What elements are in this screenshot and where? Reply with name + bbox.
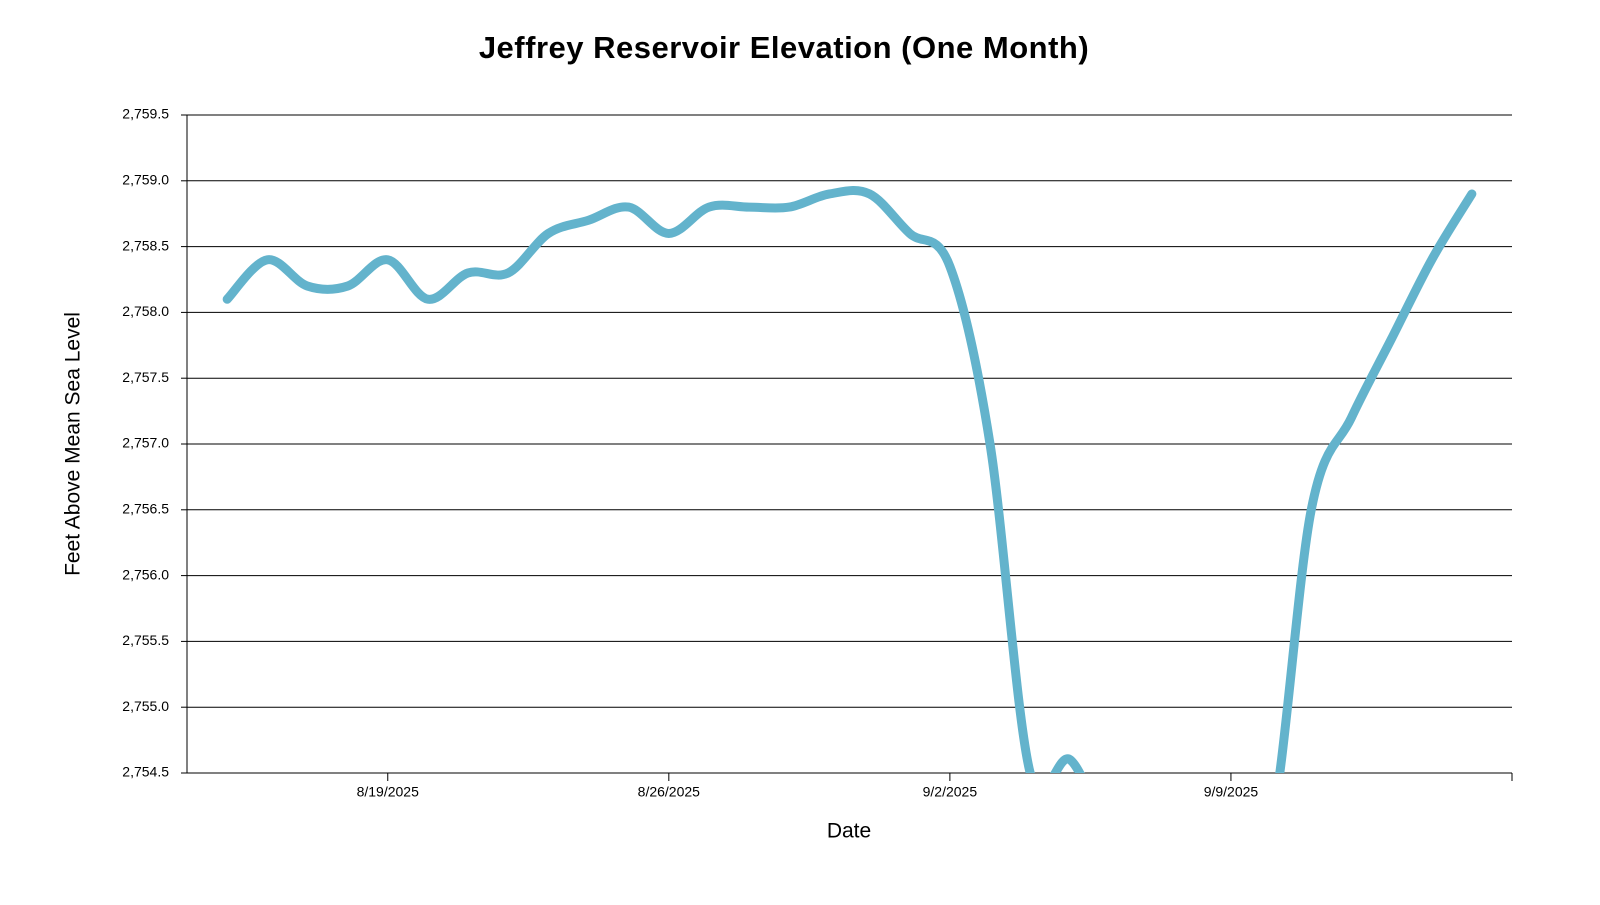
y-axis-label: Feet Above Mean Sea Level: [62, 312, 85, 576]
y-tick-label: 2,758.0: [122, 303, 169, 319]
x-tick-label: 9/2/2025: [923, 784, 978, 800]
x-axis-label: Date: [827, 820, 871, 843]
y-tick-label: 2,756.5: [122, 501, 169, 517]
y-tick-label: 2,759.5: [122, 106, 169, 122]
y-tick-label: 2,755.5: [122, 632, 169, 648]
y-tick-label: 2,758.5: [122, 237, 169, 253]
x-tick-label: 8/19/2025: [357, 784, 419, 800]
y-tick-label: 2,755.0: [122, 698, 169, 714]
y-tick-label: 2,759.0: [122, 172, 169, 188]
y-tick-label: 2,757.0: [122, 435, 169, 451]
data-line: [222, 185, 1477, 773]
y-tick-label: 2,757.5: [122, 369, 169, 385]
y-tick-label: 2,754.5: [122, 764, 169, 780]
y-tick-label: 2,756.0: [122, 566, 169, 582]
x-tick-label: 9/9/2025: [1204, 784, 1259, 800]
x-tick-label: 8/26/2025: [638, 784, 700, 800]
chart-title: Jeffrey Reservoir Elevation (One Month): [479, 30, 1089, 65]
